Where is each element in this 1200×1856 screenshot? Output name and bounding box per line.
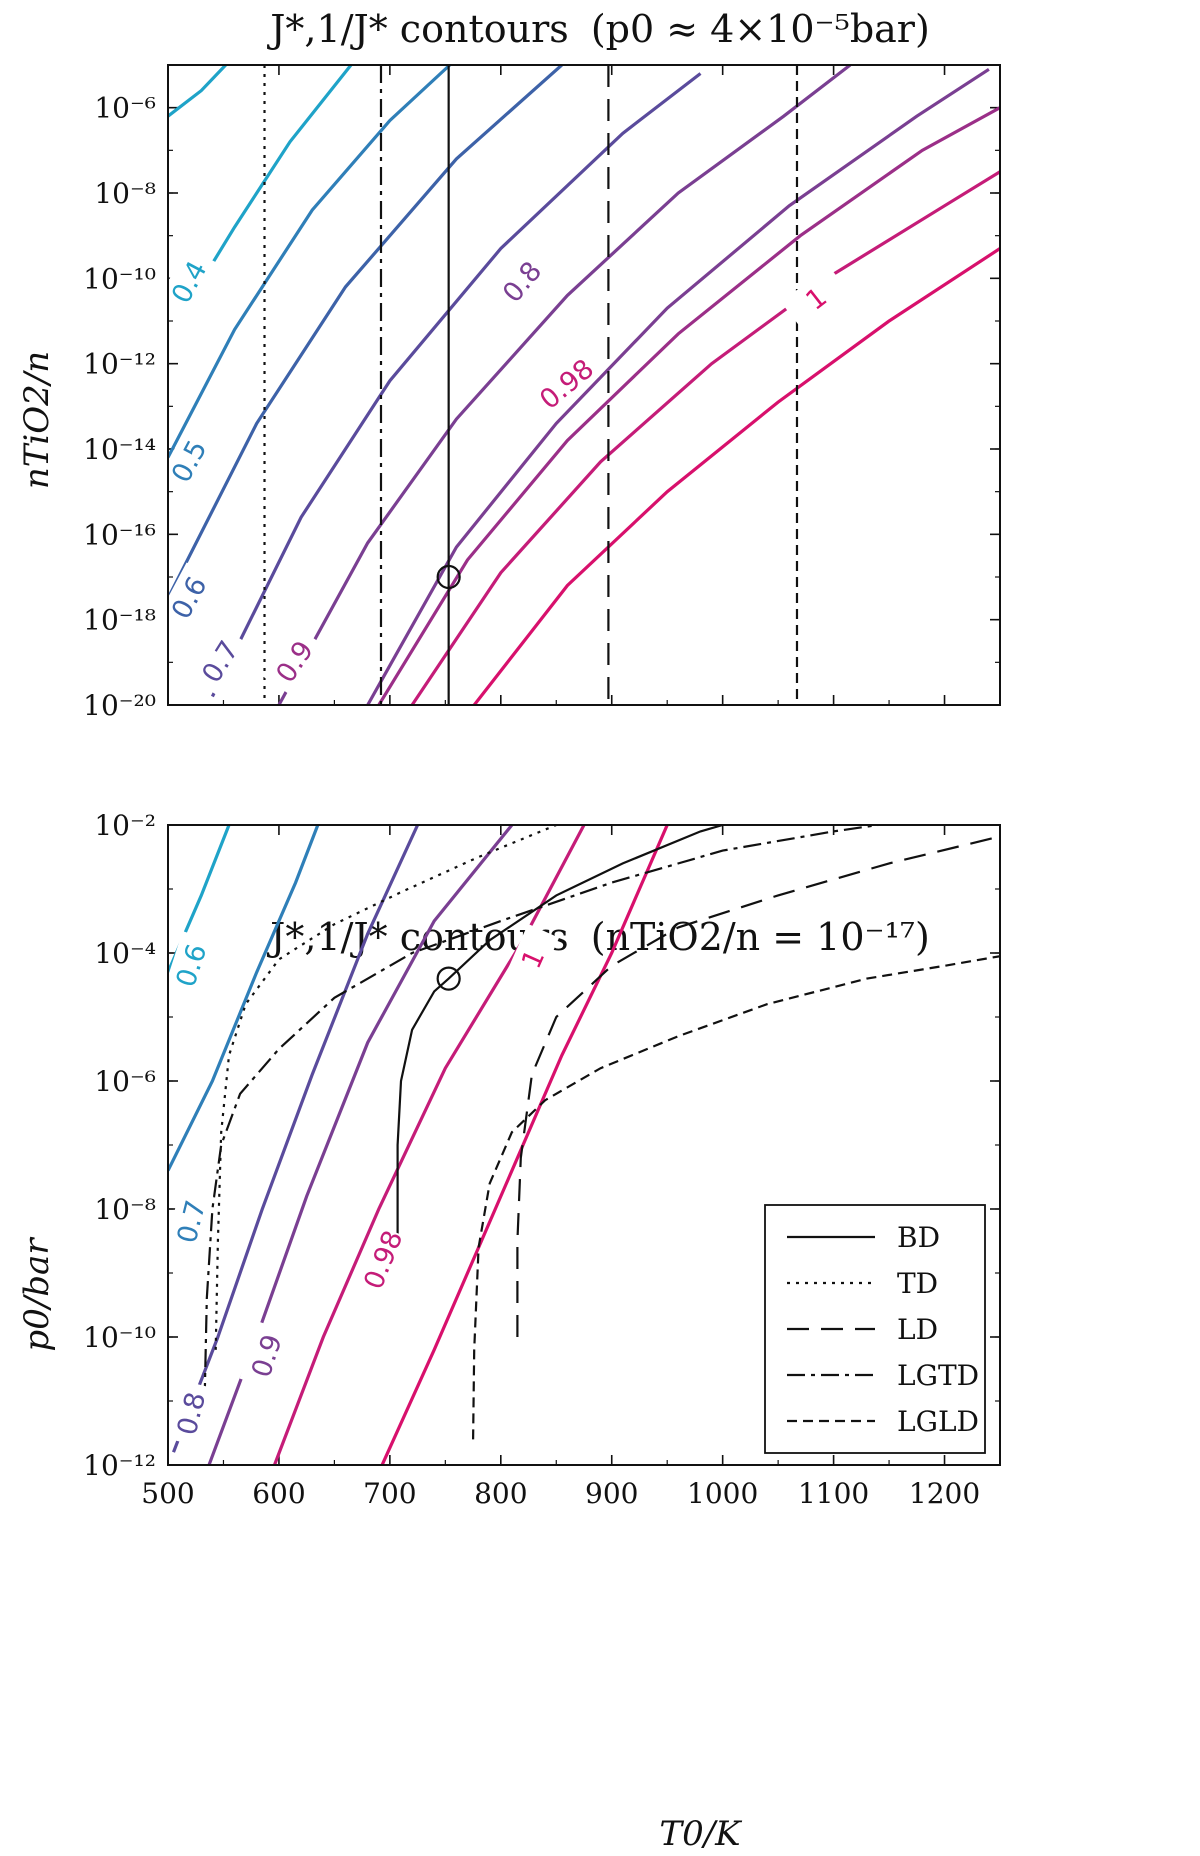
top-series-group xyxy=(168,65,1000,705)
legend-label-td: TD xyxy=(897,1267,938,1300)
top-contour-label-1: 1 xyxy=(781,265,850,330)
top-plot-area: 0.40.50.60.70.80.90.981 xyxy=(158,64,1001,706)
legend-label-lgld: LGLD xyxy=(897,1405,979,1438)
top-contour-0.4 xyxy=(168,65,227,118)
bottom-y-tick-label: 10⁻² xyxy=(94,809,156,842)
x-tick-label: 1000 xyxy=(687,1477,758,1510)
bottom-marker xyxy=(436,966,461,991)
x-tick-label: 600 xyxy=(252,1477,305,1510)
top-y-tick-label: 10⁻⁶ xyxy=(94,92,156,125)
top-y-tick-label: 10⁻⁸ xyxy=(94,177,156,210)
top-contour-unlabeled-5 xyxy=(277,65,852,705)
bottom-curve-bd xyxy=(396,825,724,1248)
bottom-frame xyxy=(167,824,1001,1466)
bottom-contour-0.98 xyxy=(273,825,586,1465)
top-contour-0.8 xyxy=(366,67,990,705)
top-contour-0.7 xyxy=(210,72,702,698)
legend: BD TD LD LGTD LGLD xyxy=(764,1204,986,1454)
bottom-contour-label-0.9: 0.9 xyxy=(239,1321,291,1390)
bottom-contour-label-0.6: 0.6 xyxy=(164,931,215,999)
x-tick-label: 700 xyxy=(363,1477,416,1510)
bottom-x-axis-label: T0/K xyxy=(659,1814,743,1854)
bottom-y-tick-label: 10⁻¹⁰ xyxy=(83,1321,156,1354)
top-frame xyxy=(167,64,1001,706)
top-contour-0.98 xyxy=(410,170,1000,705)
bottom-contour-label-1: 1 xyxy=(503,923,560,993)
svg-text:0.9: 0.9 xyxy=(246,1331,289,1381)
top-y-tick-label: 10⁻¹² xyxy=(83,348,156,381)
top-contour-label-0.98: 0.98 xyxy=(531,350,600,416)
x-tick-label: 1100 xyxy=(798,1477,869,1510)
top-contour-0.9 xyxy=(377,106,1000,705)
bottom-curve-lgtd xyxy=(203,825,879,1402)
top-y-ticks: 10⁻⁶ 10⁻⁸ 10⁻¹⁰ 10⁻¹² 10⁻¹⁴ 10⁻¹⁶ 10⁻¹⁸ 10⁻²⁰ xyxy=(83,64,1001,722)
top-y-tick-label: 10⁻¹⁴ xyxy=(83,433,156,466)
bottom-contour-label-0.8: 0.8 xyxy=(165,1379,214,1447)
bottom-curve-ld xyxy=(516,836,995,1337)
bottom-contour-label-0.98: 0.98 xyxy=(354,1224,409,1294)
bottom-contour-0.7 xyxy=(168,825,320,1172)
top-marker xyxy=(436,564,461,590)
bottom-y-axis-label: p0/bar xyxy=(17,1237,57,1352)
legend-label-bd: BD xyxy=(897,1221,940,1254)
top-chart-title: J*,1/J* contours (p0 ≈ 4×10⁻⁵bar) xyxy=(266,7,930,51)
bottom-curve-td xyxy=(214,825,557,1350)
top-y-tick-label: 10⁻¹⁰ xyxy=(83,262,156,295)
bottom-y-tick-label: 10⁻⁶ xyxy=(94,1065,156,1098)
bottom-contour-1 xyxy=(380,825,669,1465)
top-contour-1 xyxy=(472,247,1000,705)
x-tick-label: 500 xyxy=(141,1477,194,1510)
bottom-y-tick-label: 10⁻⁸ xyxy=(94,1193,156,1226)
top-contour-label-0.8: 0.8 xyxy=(488,246,553,315)
bottom-contour-0.8 xyxy=(172,825,420,1453)
legend-label-lgtd: LGTD xyxy=(897,1359,979,1392)
top-contour-0.6 xyxy=(168,65,563,600)
bottom-curve-lgld xyxy=(472,955,1000,1440)
top-y-tick-label: 10⁻²⁰ xyxy=(83,689,156,722)
top-y-axis-label: nTiO2/n xyxy=(17,351,57,489)
x-tick-label: 1200 xyxy=(909,1477,980,1510)
bottom-y-tick-label: 10⁻¹² xyxy=(83,1449,156,1482)
x-tick-label: 900 xyxy=(585,1477,638,1510)
top-y-tick-label: 10⁻¹⁶ xyxy=(83,518,156,551)
bottom-plot-area: 0.6 0.7 0.8 0.9 0.98 1 xyxy=(164,824,1001,1466)
legend-label-ld: LD xyxy=(897,1313,938,1346)
top-y-tick-label: 10⁻¹⁸ xyxy=(83,604,156,637)
bottom-contour-label-0.7: 0.7 xyxy=(165,1187,214,1255)
bottom-y-tick-label: 10⁻⁴ xyxy=(94,937,156,970)
top-contour-0.5 xyxy=(168,65,451,459)
x-tick-label: 800 xyxy=(474,1477,527,1510)
